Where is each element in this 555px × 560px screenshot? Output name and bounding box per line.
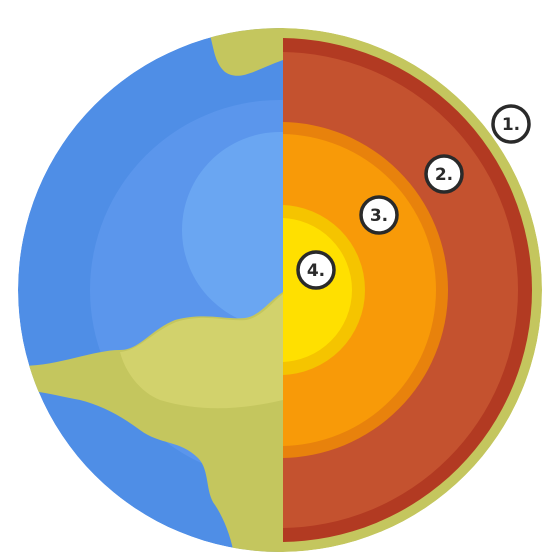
- label-1: 1.: [491, 104, 531, 144]
- label-3: 3.: [359, 195, 399, 235]
- ocean-inner-glow: [182, 132, 283, 328]
- label-1-text: 1.: [502, 115, 520, 135]
- south-continent-highlight: [120, 294, 283, 409]
- inner-core-layer: [283, 218, 352, 362]
- label-2: 2.: [424, 154, 464, 194]
- label-4: 4.: [296, 250, 336, 290]
- globe-surface: [18, 28, 283, 552]
- label-4-text: 4.: [307, 261, 325, 281]
- label-2-text: 2.: [435, 165, 453, 185]
- label-3-text: 3.: [370, 206, 388, 226]
